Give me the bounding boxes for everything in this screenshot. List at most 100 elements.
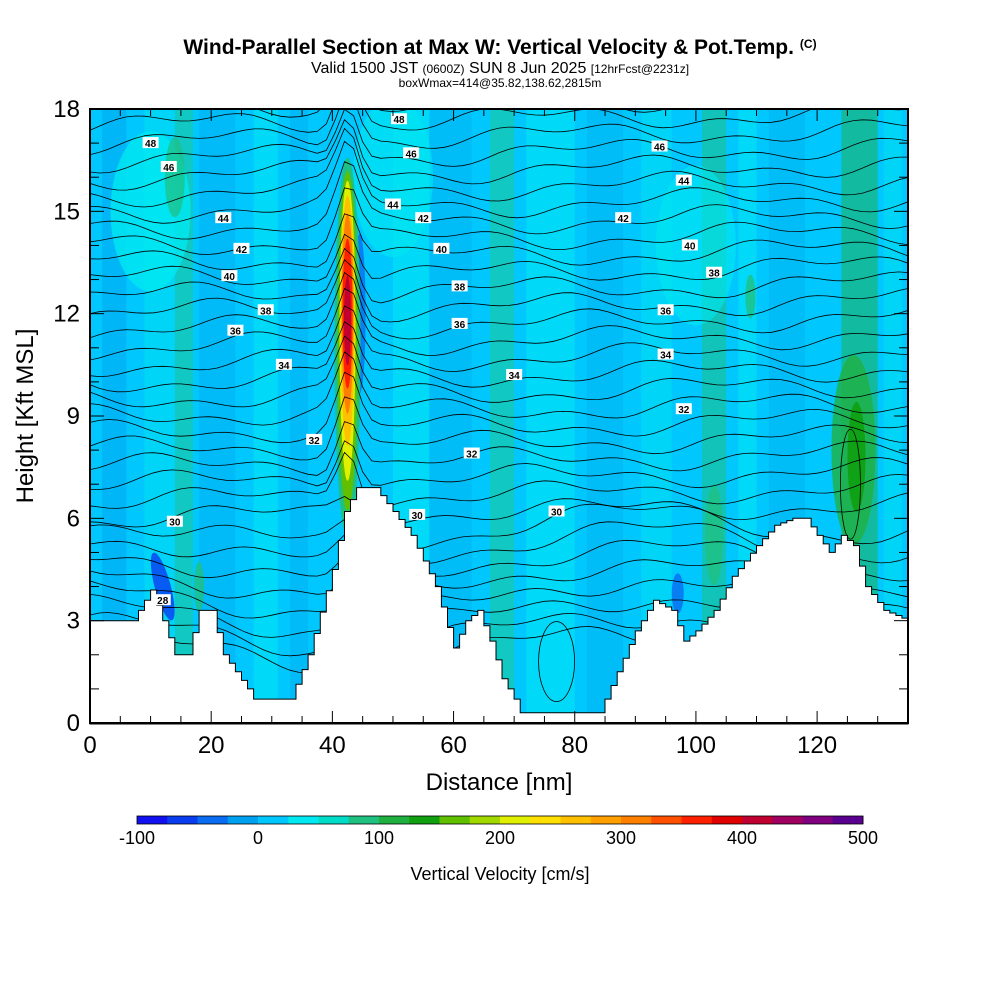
contour-label-text: 36 (230, 327, 242, 338)
field-band (253, 109, 278, 723)
x-tick-label: 60 (440, 732, 467, 759)
field-band (526, 109, 575, 723)
contour-label-text: 34 (509, 371, 521, 382)
x-tick-label: 100 (676, 732, 716, 759)
contour-label-text: 30 (412, 511, 424, 522)
boxwmax-label: boxWmax=414@35.82,138.62,2815m (398, 76, 602, 90)
theta-contour (90, 119, 908, 191)
colorbar-swatch (681, 816, 713, 824)
colorbar-tick-label: 500 (848, 828, 878, 848)
x-tick-label: 40 (319, 732, 346, 759)
contour-label: 32 (675, 403, 692, 416)
contour-label-bg (306, 433, 323, 445)
contour-label-text: 42 (618, 214, 630, 225)
contour-label: 38 (706, 266, 723, 280)
x-tick-label: 0 (83, 732, 96, 759)
x-axis-title: Distance [nm] (426, 769, 573, 796)
y-tick-label: 0 (67, 710, 80, 737)
theta-contour (90, 351, 908, 426)
contour-label: 44 (384, 198, 401, 212)
valid-date: SUN 8 Jun 2025 (468, 60, 587, 77)
theta-contour (90, 213, 908, 271)
contour-label: 30 (166, 515, 183, 529)
contour-label-bg (415, 212, 432, 224)
x-tick-label: 120 (797, 732, 837, 759)
contour-label-text: 46 (406, 149, 418, 160)
potential-temperature-contours (90, 109, 908, 702)
colorbar-swatch (137, 816, 168, 824)
colorbar-swatch (802, 816, 834, 824)
contour-label: 30 (409, 508, 426, 522)
contour-label-text: 36 (454, 320, 466, 331)
contour-label: 42 (233, 242, 250, 256)
colorbar-swatch (621, 816, 652, 824)
contour-label-bg (166, 515, 183, 527)
valid-zulu: (0600Z) (422, 62, 465, 76)
contour-label: 32 (463, 447, 480, 461)
contour-label-bg (433, 242, 450, 254)
colorbar-swatch (590, 816, 622, 824)
contour-label-bg (675, 403, 692, 415)
colorbar-swatch (742, 816, 773, 824)
contour-label-bg (384, 198, 401, 210)
colorbar-title: Vertical Velocity [cm/s] (410, 864, 589, 884)
contour-label: 38 (257, 304, 274, 317)
contour-label-text: 30 (551, 508, 563, 519)
contour-label-text: 46 (654, 143, 666, 154)
contour-label-bg (275, 358, 292, 370)
updraft-plume-layer (344, 275, 352, 366)
theta-contour (90, 492, 908, 528)
contour-label-bg (221, 270, 238, 282)
contour-label-text: 32 (466, 450, 478, 461)
colorbar-tick-label: 300 (606, 828, 636, 848)
valid-time: Valid 1500 JST (310, 60, 418, 77)
contour-label: 46 (160, 160, 177, 174)
contour-label-text: 32 (678, 405, 690, 416)
colorbar-swatch (318, 816, 350, 824)
y-axis-title: Height [Kft MSL] (12, 329, 39, 504)
downdraft-patch (671, 573, 684, 614)
contour-label-bg (233, 242, 250, 254)
colorbar-swatch (832, 816, 864, 824)
theta-contour (90, 440, 908, 490)
theta-contour (90, 109, 908, 155)
contour-label-bg (403, 147, 420, 159)
colorbar-tick-label: 0 (253, 828, 263, 848)
updraft-patch (164, 137, 185, 218)
contour-label-text: 38 (260, 306, 272, 317)
updraft-patch (705, 485, 724, 586)
colorbar-swatch (409, 816, 440, 824)
field-band (586, 109, 624, 723)
contour-label-bg (227, 324, 244, 336)
colorbar-tick-label: 400 (727, 828, 757, 848)
contour-label-bg (706, 266, 723, 278)
theta-contour (90, 305, 908, 378)
contour-label: 40 (681, 239, 698, 252)
contour-label-bg (409, 508, 426, 520)
contour-label-text: 28 (157, 596, 169, 607)
colorbar-swatch (439, 816, 471, 824)
contour-label-text: 40 (684, 241, 696, 252)
contour-label-bg (154, 594, 171, 606)
colorbar-swatch (227, 816, 259, 824)
y-tick-label: 6 (67, 505, 80, 532)
contour-label-text: 40 (224, 272, 236, 283)
colorbar-swatch (651, 816, 682, 824)
contour-label-bg (657, 348, 674, 360)
contour-label-text: 34 (278, 361, 290, 372)
contour-label-bg (675, 174, 692, 186)
theta-contour (90, 321, 908, 393)
colorbar-swatch (288, 816, 319, 824)
contour-label: 36 (657, 304, 674, 317)
contour-label: 36 (451, 317, 468, 331)
contour-label: 44 (215, 212, 232, 225)
chart-subtitle: Valid 1500 JST (0600Z) SUN 8 Jun 2025 [1… (0, 60, 1000, 78)
colorbar-swatch (500, 816, 531, 824)
colorbar-swatch (772, 816, 803, 824)
chart-title-text: Wind-Parallel Section at Max W: Vertical… (183, 36, 794, 59)
contour-label: 34 (506, 369, 523, 382)
chart-title: Wind-Parallel Section at Max W: Vertical… (0, 36, 1000, 60)
contour-label-text: 44 (387, 201, 399, 212)
contour-label: 48 (391, 113, 408, 126)
